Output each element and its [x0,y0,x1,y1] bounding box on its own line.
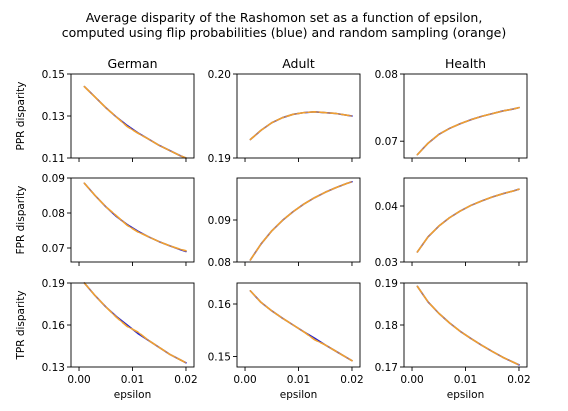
y-tick-label: 0.09 [42,173,65,185]
series-line-random-sampling [416,106,520,156]
y-tick-label: 0.04 [375,201,399,213]
series-line-flip-probabilities [249,180,353,261]
column-title: Adult [282,56,315,71]
x-axis-label: epsilon [114,389,152,401]
series-line-flip-probabilities [83,182,187,253]
y-axis-label: TPR disparity [15,290,27,360]
x-tick-label: 0.01 [121,374,144,386]
series-line-flip-probabilities [83,282,187,364]
subplot-6: 0.03 0.04 [375,177,528,269]
y-tick-label: 0.19 [208,153,231,165]
axes-frame [236,73,361,159]
series-line-random-sampling [83,282,187,364]
series-line-random-sampling [83,85,187,159]
x-tick-label: 0.00 [67,374,90,386]
x-tick-label: 0.00 [233,374,256,386]
series-line-random-sampling-overlay [83,182,187,252]
figure-title-line-1: Average disparity of the Rashomon set as… [86,10,483,25]
y-tick-label: 0.09 [208,215,231,227]
subplot-5: 0.08 0.09 [208,177,361,269]
axes-frame [403,177,528,263]
y-tick-label: 0.15 [42,69,65,81]
series-line-random-sampling-overlay [249,111,353,141]
subplot-1: 0.11 0.13 0.15 German PPR disparity [15,56,195,165]
series-line-random-sampling [416,188,520,253]
subplot-3: 0.07 0.08 Health [375,56,528,162]
axes-frame [403,282,528,368]
y-tick-label: 0.15 [208,352,231,364]
y-tick-label: 0.07 [42,243,65,255]
x-tick-label: 0.02 [507,374,530,386]
axes-frame [70,282,195,368]
y-tick-label: 0.16 [208,299,232,311]
axes-frame [403,73,528,159]
x-tick-label: 0.01 [454,374,477,386]
subplot-2: 0.19 0.20 Adult [208,56,361,165]
subplot-grid: 0.11 0.13 0.15 German PPR disparity 0.19 0.20 A… [15,56,531,401]
x-axis-label: epsilon [447,389,485,401]
axes-frame [70,73,195,159]
series-line-flip-probabilities [416,188,520,253]
y-tick-label: 0.16 [42,320,66,332]
y-tick-label: 0.08 [208,257,231,269]
y-tick-label: 0.07 [375,136,398,148]
series-line-random-sampling [249,290,353,362]
y-tick-label: 0.13 [42,111,65,123]
y-tick-label: 0.20 [208,69,231,81]
series-line-random-sampling [249,111,353,141]
series-line-random-sampling-overlay [83,86,187,159]
subplot-8: 0.00 0.01 0.02 0.15 0.16 epsilon [208,282,364,401]
y-tick-label: 0.13 [42,362,65,374]
x-tick-label: 0.02 [174,374,197,386]
y-axis-label: PPR disparity [15,81,27,150]
axes-frame [236,177,361,263]
y-tick-label: 0.03 [375,257,398,269]
y-tick-label: 0.11 [42,153,65,165]
series-line-random-sampling-overlay [416,285,520,366]
figure-title-line-2: computed using flip probabilities (blue)… [62,25,507,40]
y-tick-label: 0.17 [375,362,398,374]
column-title: Health [445,56,486,71]
axes-frame [70,177,195,263]
column-title: German [107,56,157,71]
series-line-random-sampling-overlay [416,106,520,156]
y-tick-label: 0.08 [42,208,65,220]
subplot-7: 0.00 0.01 0.02 0.13 0.16 0.19 TPR disparity eps… [15,278,198,401]
series-line-flip-probabilities [416,285,520,366]
x-tick-label: 0.00 [400,374,423,386]
y-tick-label: 0.19 [375,278,398,290]
subplot-4: 0.07 0.08 0.09 FPR disparity [15,173,195,266]
series-line-flip-probabilities [416,106,520,156]
x-tick-label: 0.02 [340,374,363,386]
x-axis-label: epsilon [280,389,318,401]
series-line-random-sampling-overlay [249,181,353,261]
y-tick-label: 0.19 [42,278,65,290]
series-line-random-sampling-overlay [249,290,353,362]
series-line-random-sampling-overlay [416,188,520,253]
series-line-random-sampling [416,285,520,366]
series-line-random-sampling [249,180,353,261]
y-axis-label: FPR disparity [15,186,27,255]
series-line-flip-probabilities [249,290,353,362]
subplot-9: 0.00 0.01 0.02 0.17 0.18 0.19 epsilon [375,278,531,401]
x-tick-label: 0.01 [287,374,310,386]
y-tick-label: 0.18 [375,320,398,332]
series-line-flip-probabilities [83,85,187,159]
series-line-random-sampling [83,182,187,252]
series-line-random-sampling-overlay [83,282,187,364]
series-line-flip-probabilities [249,111,353,141]
y-tick-label: 0.08 [375,69,398,81]
